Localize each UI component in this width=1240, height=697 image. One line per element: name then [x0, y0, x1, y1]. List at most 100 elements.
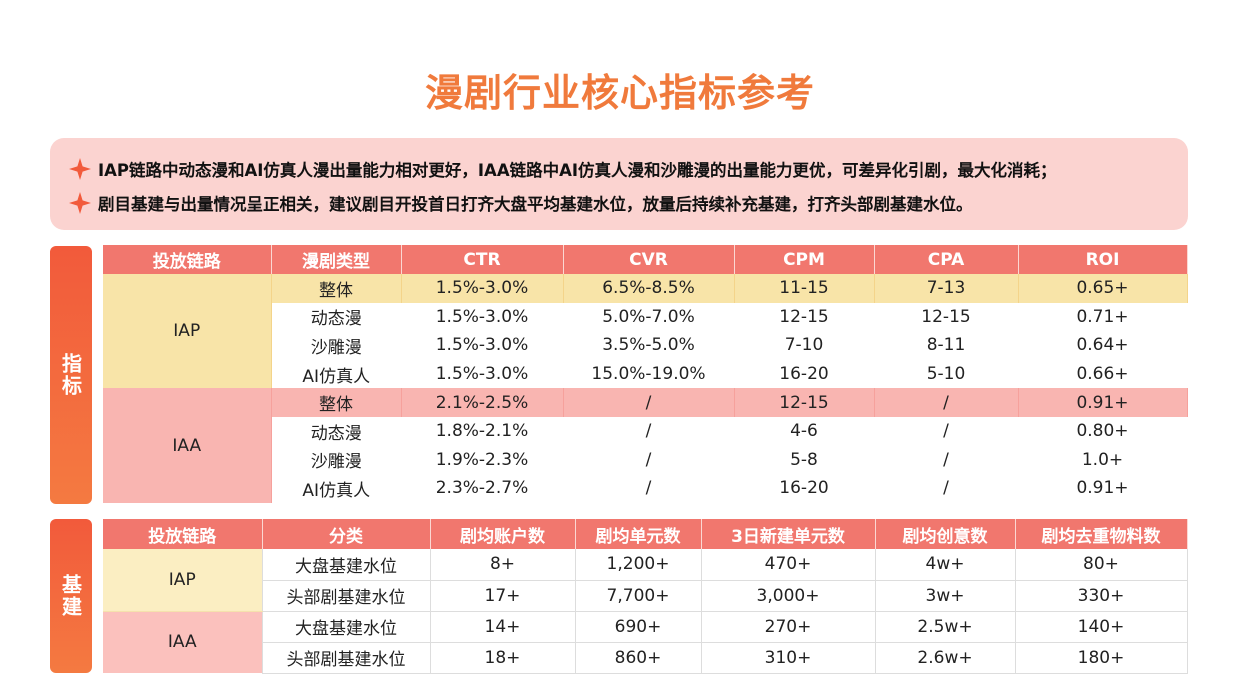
table-cell: 0.66+ — [1076, 364, 1129, 385]
table-cell: 12-15 — [921, 306, 971, 327]
table-cell: 12-15 — [779, 306, 829, 327]
table-cell: 5.0%-7.0% — [602, 306, 695, 327]
table-row: IAP 大盘基建水位 8+ 1,200+ 470+ 4w+ 80+ — [103, 549, 1188, 612]
column-header: ROI — [1018, 245, 1188, 274]
table-cell: / — [563, 388, 735, 417]
metrics-tab: 指标 — [50, 246, 92, 504]
table-cell: 2.6w+ — [875, 642, 1016, 674]
table-cell: 12-15 — [734, 388, 875, 417]
column-header: CTR — [401, 245, 564, 274]
table-cell: 14+ — [430, 611, 576, 643]
table-cell: / — [943, 478, 949, 499]
column-header: CPM — [734, 245, 875, 274]
table-row: 动态漫 1.5%-3.0% 5.0%-7.0% 12-15 12-15 0.71+ — [103, 303, 1187, 332]
table-cell: 4-6 — [790, 421, 818, 442]
table-cell: 690+ — [575, 611, 702, 643]
table-cell: / — [645, 421, 652, 442]
table-row: 头部剧基建水位 18+ 860+ 310+ 2.6w+ 180+ — [103, 642, 1188, 674]
table-cell: 470+ — [701, 549, 876, 581]
table-cell: 大盘基建水位 — [262, 549, 431, 581]
table-row: 头部剧基建水位 17+ 7,700+ 3,000+ 3w+ 330+ — [103, 580, 1188, 612]
table-row: IAA 大盘基建水位 14+ 690+ 270+ 2.5w+ 140+ — [103, 611, 1188, 673]
note-text: 剧目基建与出量情况呈正相关，建议剧目开投首日打齐大盘平均基建水位，放量后持续补充… — [98, 195, 973, 214]
table-cell: 1.0+ — [1081, 449, 1124, 470]
table-cell: 1.5%-3.0% — [435, 306, 529, 327]
table-row: AI仿真人 1.5%-3.0% 15.0%-19.0% 16-20 5-10 0.66+ — [103, 360, 1187, 389]
table-cell: 0.91+ — [1076, 478, 1129, 499]
table-cell: 2.5w+ — [875, 611, 1016, 643]
channel-group-cell: IAA — [103, 611, 263, 673]
table-cell: 0.91+ — [1018, 388, 1188, 417]
note-item: 剧目基建与出量情况呈正相关，建议剧目开投首日打齐大盘平均基建水位，放量后持续补充… — [68, 186, 1188, 220]
column-header: 投放链路 — [103, 245, 272, 274]
table-cell: 16-20 — [779, 478, 829, 499]
page-title: 漫剧行业核心指标参考 — [424, 71, 815, 115]
column-header: 剧均单元数 — [575, 519, 702, 549]
table-cell: 沙雕漫 — [310, 337, 362, 358]
channel-group-cell: IAA — [103, 388, 272, 503]
infra-table: 投放链路 分类 剧均账户数 剧均单元数 3日新建单元数 剧均创意数 剧均去重物料数 IAP 大… — [103, 519, 1188, 674]
table-row: 沙雕漫 1.5%-3.0% 3.5%-5.0% 7-10 8-11 0.64+ — [103, 331, 1187, 360]
column-header: 分类 — [262, 519, 431, 549]
table-cell: 8-11 — [926, 335, 966, 356]
table-row: 沙雕漫 1.9%-2.3% / 5-8 / 1.0+ — [103, 446, 1187, 475]
channel-group-cell: IAP — [103, 274, 272, 389]
column-header: CPA — [874, 245, 1019, 274]
table-cell: 1.8%-2.1% — [435, 421, 529, 442]
table-cell: 2.3%-2.7% — [435, 478, 529, 499]
table-cell: 2.1%-2.5% — [401, 388, 564, 417]
column-header: CVR — [563, 245, 735, 274]
table-cell: 1.5%-3.0% — [435, 364, 529, 385]
table-cell: 3.5%-5.0% — [602, 335, 695, 356]
table-cell: 6.5%-8.5% — [563, 274, 735, 303]
column-header: 剧均创意数 — [875, 519, 1016, 549]
table-cell: AI仿真人 — [302, 366, 371, 387]
table-cell: / — [943, 449, 949, 470]
table-cell: 1,200+ — [575, 549, 702, 581]
note-item: IAP链路中动态漫和AI仿真人漫出量能力相对更好，IAA链路中AI仿真人漫和沙雕… — [68, 152, 1188, 186]
table-cell: 沙雕漫 — [310, 452, 362, 473]
column-header: 剧均去重物料数 — [1015, 519, 1188, 549]
table-row: IAP 整体 1.5%-3.0% 6.5%-8.5% 11-15 7-13 0.65+ — [103, 274, 1188, 389]
table-cell: 头部剧基建水位 — [262, 580, 431, 612]
table-cell: 310+ — [701, 642, 876, 674]
table-cell: 0.64+ — [1076, 335, 1129, 356]
table-cell: 动态漫 — [310, 423, 362, 444]
table-cell: 11-15 — [734, 274, 875, 303]
table-cell: 180+ — [1015, 642, 1188, 674]
table-cell: 8+ — [430, 549, 576, 581]
table-cell: 0.71+ — [1076, 306, 1129, 327]
channel-group-cell: IAP — [103, 549, 263, 612]
table-cell: / — [645, 449, 652, 470]
table-header-row: 投放链路 漫剧类型 CTR CVR CPM CPA ROI — [103, 245, 1188, 274]
table-cell: / — [645, 478, 652, 499]
table-cell: 270+ — [701, 611, 876, 643]
table-cell: 7-10 — [784, 335, 824, 356]
table-cell: 动态漫 — [310, 309, 362, 330]
table-cell: 7,700+ — [575, 580, 702, 612]
column-header: 投放链路 — [103, 519, 263, 549]
sparkle-icon — [69, 192, 91, 214]
table-cell: 17+ — [430, 580, 576, 612]
table-cell: 1.5%-3.0% — [435, 335, 529, 356]
table-cell: 1.5%-3.0% — [401, 274, 564, 303]
table-cell: 18+ — [430, 642, 576, 674]
table-cell: 头部剧基建水位 — [262, 642, 431, 674]
table-cell: 5-10 — [926, 364, 966, 385]
table-row: 动态漫 1.8%-2.1% / 4-6 / 0.80+ — [103, 417, 1187, 446]
table-cell: 1.9%-2.3% — [435, 449, 529, 470]
table-cell: 大盘基建水位 — [262, 611, 431, 643]
table-cell: 3w+ — [875, 580, 1016, 612]
table-header-row: 投放链路 分类 剧均账户数 剧均单元数 3日新建单元数 剧均创意数 剧均去重物料数 — [103, 519, 1188, 549]
table-cell: 整体 — [271, 388, 402, 417]
infra-tab: 基建 — [50, 519, 92, 673]
table-cell: AI仿真人 — [302, 480, 371, 501]
table-cell: / — [943, 421, 949, 442]
table-cell: 0.80+ — [1076, 421, 1129, 442]
table-cell: 5-8 — [790, 449, 818, 470]
column-header: 剧均账户数 — [430, 519, 576, 549]
sparkle-icon — [69, 158, 91, 180]
column-header: 漫剧类型 — [271, 245, 402, 274]
table-cell: 16-20 — [779, 364, 829, 385]
table-row: IAA 整体 2.1%-2.5%/12-15/0.91+ — [103, 388, 1188, 503]
